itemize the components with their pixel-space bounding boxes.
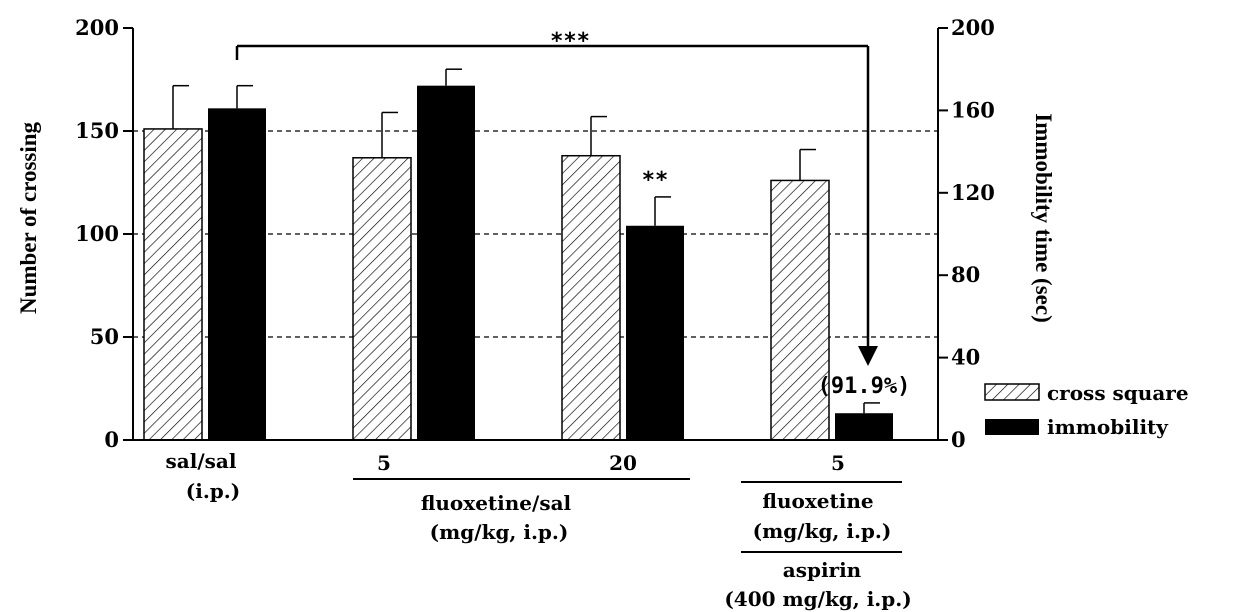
legend-swatch-cross-square [984, 383, 1040, 401]
significance-comparison: *** [235, 29, 878, 366]
legend-swatch-immobility [985, 419, 1039, 435]
legend-label-cross-square: cross square [1047, 381, 1189, 405]
category-label-fluoxetine-aspirin-5: 5 [831, 451, 845, 475]
y-right-tick-label-200: 200 [951, 15, 995, 40]
y-left-tick-label-200: 200 [75, 15, 119, 40]
bar-immobility-1 [417, 85, 475, 441]
comparison-significance-label: *** [550, 29, 590, 54]
comparison-arrowhead [858, 346, 878, 366]
category-label-fluoxetine-20: 20 [609, 451, 637, 475]
bar-cross-square-2 [561, 154, 621, 441]
y-axis-left-title: Number of crossing [16, 121, 41, 314]
y-left-tick-label-0: 0 [104, 427, 119, 452]
category-label-fluoxetine-5: 5 [377, 451, 391, 475]
bar-immobility-0 [208, 108, 266, 440]
category-label-sal-sal: sal/sal [166, 449, 237, 473]
y-left-tick-label-100: 100 [75, 221, 119, 246]
group-label-fluoxetine: fluoxetine [762, 489, 873, 513]
bars-layer: ** (91.9%) [143, 68, 911, 441]
bar-cross-square-1 [352, 157, 412, 441]
y-left-tick-label-50: 50 [90, 324, 119, 349]
bar-immobility-3 [835, 413, 893, 440]
y-axis-right-title: Immobility time (sec) [1031, 113, 1056, 323]
y-right-tick-label-40: 40 [951, 345, 980, 370]
group-label-aspirin: aspirin [783, 558, 862, 582]
y-right-tick-label-120: 120 [951, 180, 995, 205]
category-sublabel-sal-sal: (i.p.) [186, 479, 240, 503]
axes-layer: 0 50 100 150 200 0 40 80 120 160 200 [75, 15, 995, 452]
legend-label-immobility: immobility [1047, 415, 1169, 439]
y-right-tick-label-0: 0 [951, 427, 966, 452]
immobility-marker-2: ** [642, 168, 669, 193]
legend: cross square immobility [984, 381, 1189, 439]
group-sublabel-aspirin: (400 mg/kg, i.p.) [724, 587, 911, 611]
bar-cross-square-0 [143, 128, 203, 441]
group-sublabel-fluoxetine: (mg/kg, i.p.) [753, 519, 892, 543]
y-left-tick-label-150: 150 [75, 118, 119, 143]
immobility-marker-3: (91.9%) [818, 374, 911, 399]
group-sublabel-fluoxetine-sal: (mg/kg, i.p.) [430, 520, 569, 544]
bar-cross-square-3 [770, 179, 830, 441]
y-right-tick-label-80: 80 [951, 262, 980, 287]
group-label-fluoxetine-sal: fluoxetine/sal [421, 491, 572, 515]
bar-immobility-2 [626, 225, 684, 440]
y-right-tick-label-160: 160 [951, 97, 995, 122]
